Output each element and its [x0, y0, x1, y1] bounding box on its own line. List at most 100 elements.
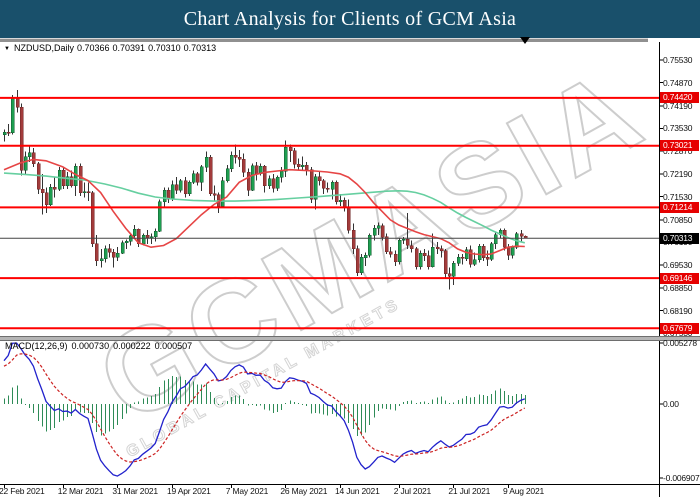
- pane-splitter[interactable]: [0, 336, 700, 341]
- candle: [464, 249, 469, 259]
- candle: [267, 178, 272, 186]
- candle: [132, 228, 137, 237]
- candle: [397, 240, 402, 263]
- candle: [69, 176, 74, 186]
- candle: [384, 236, 389, 252]
- macd-indicator-label: MACD(12,26,9): [5, 341, 68, 351]
- open-value: 0.70366: [76, 43, 110, 53]
- candle: [418, 252, 423, 267]
- symbol-ohlc-header: ▼ NZDUSD,Daily 0.70366 0.70391 0.70310 0.7031…: [4, 43, 219, 53]
- candle: [107, 248, 112, 253]
- candle: [439, 248, 444, 251]
- candle: [99, 258, 104, 262]
- symbol-period-label: NZDUSD,Daily: [13, 43, 74, 53]
- candle: [325, 187, 330, 190]
- candle: [212, 193, 217, 196]
- chart-shift-marker-icon[interactable]: [520, 37, 530, 44]
- candle: [309, 169, 314, 200]
- candle: [103, 248, 108, 259]
- candle: [346, 207, 351, 231]
- candle: [94, 243, 99, 262]
- candle: [115, 252, 120, 258]
- candle: [241, 159, 246, 173]
- candle: [162, 189, 167, 202]
- candle: [174, 184, 179, 191]
- candle: [48, 187, 53, 205]
- candle: [510, 246, 515, 256]
- candle: [6, 131, 11, 134]
- candle: [204, 157, 209, 168]
- candle: [472, 259, 477, 265]
- candle: [178, 180, 183, 191]
- macd-main-line: [3, 342, 526, 477]
- candle: [220, 180, 225, 207]
- candle: [195, 173, 200, 183]
- candle: [136, 228, 141, 245]
- candle: [288, 146, 293, 151]
- candle: [10, 98, 15, 134]
- candle: [262, 165, 267, 186]
- ma-fast-line: [3, 158, 525, 256]
- candle: [283, 146, 288, 172]
- candle: [229, 154, 234, 169]
- candle: [300, 164, 305, 168]
- candle: [317, 176, 322, 181]
- candle: [330, 182, 335, 190]
- candle: [141, 234, 146, 244]
- candle: [31, 152, 36, 164]
- candle: [359, 257, 364, 274]
- candle: [15, 98, 20, 108]
- title-bar: Chart Analysis for Clients of GCM Asia: [0, 0, 700, 38]
- candle: [183, 180, 188, 194]
- candle: [447, 273, 452, 277]
- candle: [279, 170, 284, 178]
- candle: [275, 176, 280, 189]
- candle: [338, 200, 343, 203]
- axes-group: [0, 42, 700, 497]
- close-value: 0.70313: [183, 43, 217, 53]
- candle: [443, 250, 448, 274]
- macd-main-value: 0.000730: [71, 341, 110, 351]
- candle: [321, 180, 326, 189]
- candle: [426, 255, 431, 267]
- candle: [73, 165, 78, 186]
- candle: [208, 157, 213, 194]
- candle: [481, 245, 486, 258]
- candle: [44, 192, 49, 205]
- candle: [199, 166, 204, 183]
- window-top-border: [0, 38, 648, 42]
- macd-header: MACD(12,26,9) 0.000730 0.000222 0.000507: [5, 341, 196, 351]
- candle: [191, 173, 196, 183]
- page-title: Chart Analysis for Clients of GCM Asia: [183, 7, 517, 30]
- candle: [233, 154, 238, 158]
- candle: [414, 248, 419, 267]
- macd-signal-value: 0.000222: [113, 341, 151, 351]
- candle: [477, 245, 482, 261]
- candle: [237, 157, 242, 160]
- candle: [355, 248, 360, 274]
- candle: [380, 225, 385, 238]
- candle: [86, 191, 91, 193]
- ma-slow-line: [3, 172, 525, 244]
- candle: [82, 191, 87, 193]
- candle: [246, 171, 251, 191]
- candle: [27, 152, 32, 157]
- candle: [393, 253, 398, 263]
- candle: [430, 246, 435, 267]
- candle: [409, 245, 414, 250]
- candle: [405, 239, 410, 246]
- macd-histogram-group: [4, 376, 526, 437]
- candle: [40, 188, 45, 193]
- candle: [225, 168, 230, 181]
- candle: [90, 192, 95, 244]
- candle: [157, 201, 162, 232]
- low-value: 0.70310: [148, 43, 181, 53]
- candle: [145, 234, 150, 239]
- collapse-arrow-icon[interactable]: ▼: [4, 46, 10, 52]
- candle: [2, 131, 7, 135]
- candle: [124, 241, 129, 244]
- candle: [334, 182, 339, 203]
- candle: [456, 257, 461, 264]
